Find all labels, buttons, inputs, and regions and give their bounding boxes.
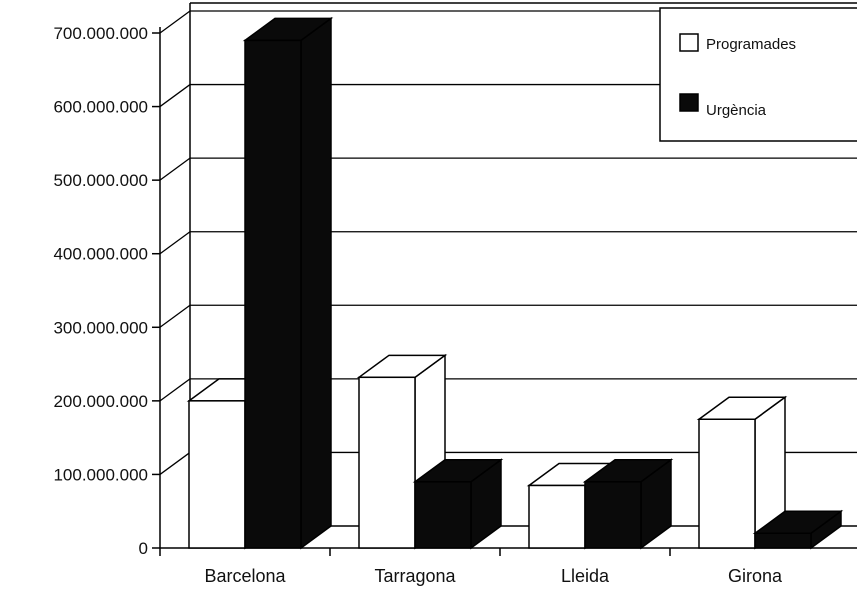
y-tick-label: 600.000.000 xyxy=(53,98,148,117)
gridline-diagonal xyxy=(159,84,191,108)
legend-label-urgencia: Urgència xyxy=(706,102,767,119)
bar-urgencia-girona xyxy=(752,509,844,550)
gridline-diagonal xyxy=(159,451,191,475)
gridline-diagonal xyxy=(159,10,191,34)
x-category-label: Girona xyxy=(728,566,783,586)
legend: Programades Urgència xyxy=(659,7,857,142)
gridline-diagonal xyxy=(159,231,191,255)
legend-swatch-programades xyxy=(679,33,699,52)
bar-programades-girona xyxy=(696,395,788,550)
y-tick-label: 300.000.000 xyxy=(53,318,148,337)
y-tick-label: 0 xyxy=(139,539,148,558)
category-labels: Barcelona Tarragona Lleida Girona xyxy=(204,566,783,586)
gridline-diagonal xyxy=(159,157,191,181)
x-category-label: Barcelona xyxy=(204,566,286,586)
gridline-diagonal xyxy=(159,378,191,402)
bar-urgencia-tarragona xyxy=(412,458,504,550)
y-tick-label: 100.000.000 xyxy=(53,465,148,484)
y-tick-label: 400.000.000 xyxy=(53,245,148,264)
legend-label-programades: Programades xyxy=(706,36,796,53)
legend-box xyxy=(659,7,857,142)
legend-swatch-urgencia xyxy=(679,93,699,112)
bar-urgencia-lleida xyxy=(582,458,674,550)
y-tick-label: 700.000.000 xyxy=(53,24,148,43)
x-category-label: Tarragona xyxy=(374,566,456,586)
gridline-diagonal xyxy=(159,304,191,328)
y-tick-labels: 0 100.000.000 200.000.000 300.000.000 400.00… xyxy=(53,24,148,558)
y-tick-label: 200.000.000 xyxy=(53,392,148,411)
y-tick-label: 500.000.000 xyxy=(53,171,148,190)
x-category-label: Lleida xyxy=(561,566,610,586)
bars xyxy=(186,16,844,550)
bar-urgencia-barcelona xyxy=(242,16,334,550)
